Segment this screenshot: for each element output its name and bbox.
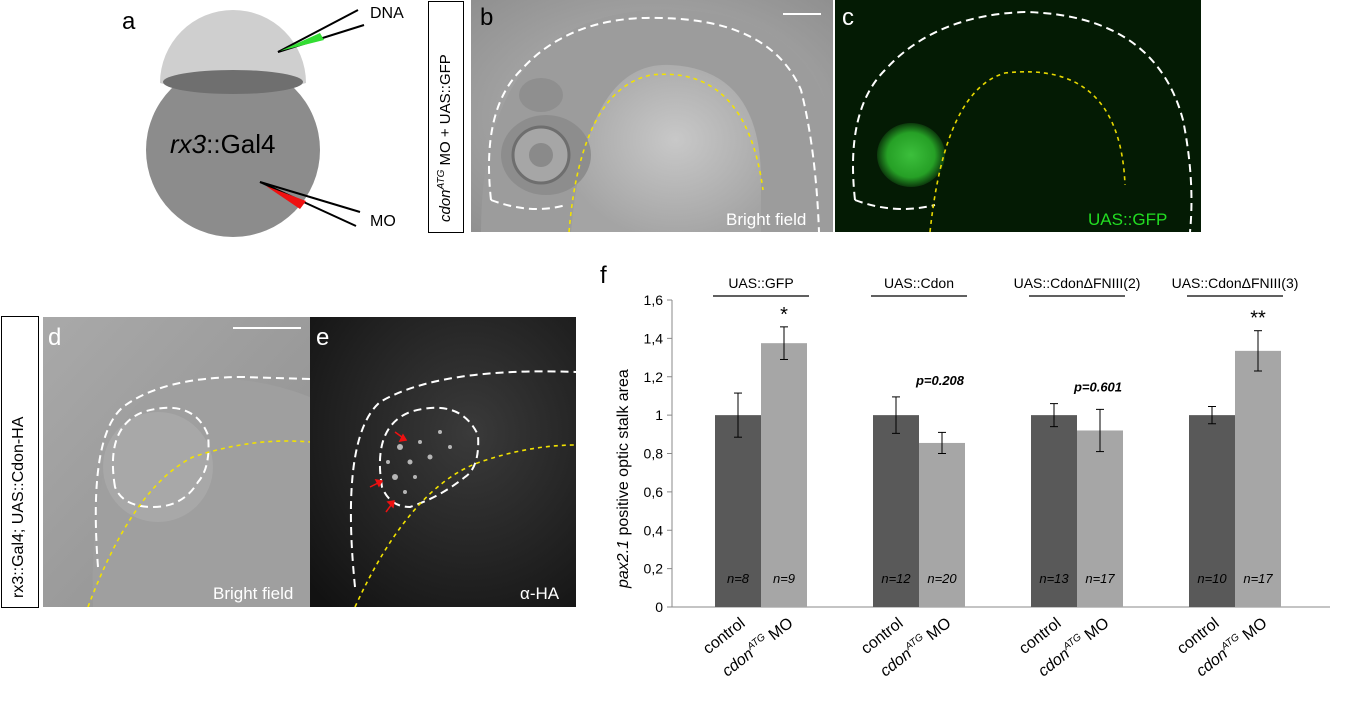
chart-group-title: UAS::Cdon: [884, 275, 954, 291]
gfp-eye-signal: [877, 123, 945, 187]
bc-side-label-sup: ATG: [436, 169, 447, 190]
panel-e-letter: e: [316, 324, 330, 351]
chart-x-label-mo: MO: [762, 615, 796, 647]
panel-f-letter: f: [600, 262, 607, 289]
chart-y-tick-label: 0,4: [644, 522, 664, 538]
chart-group-title: UAS::CdonΔFNIII(2): [1014, 275, 1141, 291]
panel-d-drawing: [43, 317, 310, 607]
panel-d-caption: Bright field: [213, 584, 294, 603]
chart-y-tick-label: 1: [655, 407, 663, 423]
de-side-label: rx3::Gal4; UAS::Cdon-HA: [10, 416, 27, 598]
panel-d-letter: d: [48, 324, 62, 351]
chart-y-tick-label: 0,6: [644, 484, 664, 500]
chart-bar-cdon-mo: [919, 442, 965, 607]
panel-c-letter: c: [842, 4, 854, 31]
chart-bar-cdon-mo: [761, 343, 807, 607]
panel-b-letter: b: [480, 4, 494, 31]
bc-side-label-rest: MO + UAS::GFP: [437, 54, 454, 170]
chart-y-tick-label: 1,6: [644, 292, 664, 308]
chart-bar-control: [715, 415, 761, 607]
red-arrow-icons: [369, 431, 408, 513]
chart-bar-cdon-mo: [1077, 430, 1123, 607]
mo-needle-icon: [259, 181, 361, 227]
dna-needle-icon: [277, 9, 365, 53]
chart-x-label-mo: MO: [1236, 615, 1270, 647]
chart-group-title: UAS::GFP: [728, 275, 793, 291]
chart-n-label-control: n=12: [881, 571, 911, 586]
bc-side-label: cdonATG MO + UAS::GFP: [436, 54, 454, 222]
chart-y-tick-label: 0: [655, 599, 663, 615]
dna-label: DNA: [370, 5, 404, 22]
blastoderm-base: [163, 70, 303, 94]
chart-significance-label: *: [780, 304, 788, 326]
embryo-injection-diagram: [146, 9, 365, 237]
embryo-genotype-label-rest: ::Gal4: [206, 129, 276, 159]
panel-b-brightfield-image: [471, 0, 833, 232]
panel-a-letter: a: [122, 8, 136, 35]
chart-n-label-cdon-mo: n=17: [1243, 571, 1273, 586]
chart-significance-label: p=0.601: [1073, 380, 1122, 395]
chart-y-tick-label: 0,2: [644, 561, 664, 577]
chart-bar-control: [873, 415, 919, 607]
chart-n-label-control: n=8: [727, 571, 750, 586]
de-side-label-box: [1, 316, 39, 608]
panel-c-fluorescence-image: [835, 0, 1201, 232]
panel-e-caption: α-HA: [520, 584, 560, 603]
panel-c-drawing: [852, 10, 1193, 232]
chart-y-tick-label: 1,2: [644, 369, 664, 385]
embryo-genotype-label: rx3::Gal4: [170, 129, 276, 160]
mo-label: MO: [370, 213, 396, 230]
chart-bar-control: [1189, 415, 1235, 607]
chart-n-label-control: n=10: [1197, 571, 1227, 586]
yolk-cell: [146, 63, 320, 237]
ha-signal-puncta: [386, 430, 452, 494]
panel-e-fluorescence-image: [310, 317, 576, 607]
panel-e-drawing: [310, 317, 576, 607]
chart-significance-label: p=0.208: [915, 373, 965, 388]
chart-x-label-mo: MO: [920, 615, 954, 647]
panel-b-drawing: [471, 0, 833, 232]
chart-x-label-mo: MO: [1078, 615, 1112, 647]
embryo-genotype-label-italic: rx3: [170, 129, 207, 159]
chart-group-title: UAS::CdonΔFNIII(3): [1172, 275, 1299, 291]
chart-significance-label: **: [1250, 308, 1266, 330]
chart-n-label-cdon-mo: n=9: [773, 571, 795, 586]
chart-y-tick-label: 0,8: [644, 446, 664, 462]
panel-d-brightfield-image: [43, 317, 310, 607]
chart-n-label-cdon-mo: n=17: [1085, 571, 1115, 586]
bc-side-label-gene: cdon: [437, 189, 454, 222]
bc-side-label-box: [428, 1, 464, 233]
optic-stalk-bar-chart: 00,20,40,60,811,21,41,6*n=8 n=9UAS::GFPco…: [644, 275, 1330, 680]
chart-bar-cdon-mo: [1235, 350, 1281, 607]
chart-n-label-cdon-mo: n=20: [927, 571, 957, 586]
chart-n-label-control: n=13: [1039, 571, 1069, 586]
chart-bar-control: [1031, 415, 1077, 607]
panel-b-caption: Bright field: [726, 210, 807, 229]
chart-y-tick-label: 1,4: [644, 330, 664, 346]
panel-c-caption: UAS::GFP: [1088, 210, 1168, 229]
